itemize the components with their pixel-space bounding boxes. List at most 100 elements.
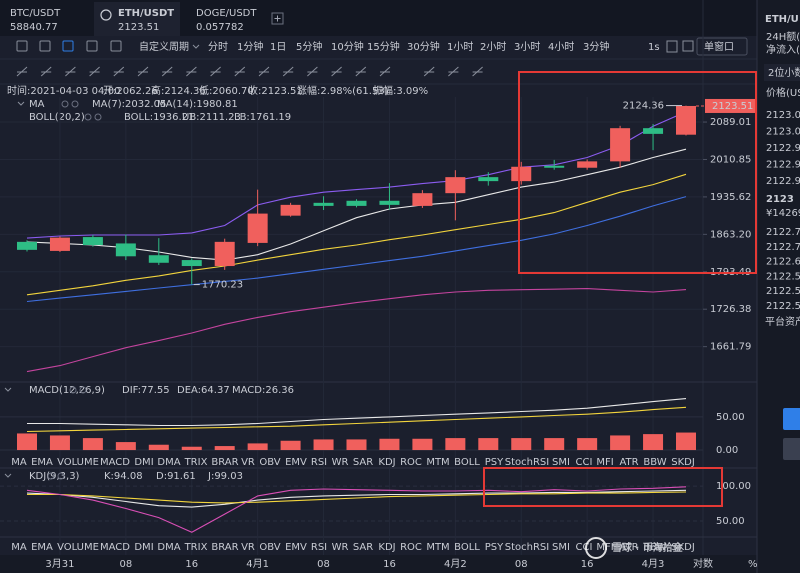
indicator-tab[interactable]: SMI [552, 457, 570, 468]
indicator-tab[interactable]: RSI [311, 542, 327, 553]
indicator-tab[interactable]: BRAR [211, 457, 238, 468]
period-button[interactable]: 15分钟 [367, 40, 400, 53]
toolbar-icon[interactable] [62, 40, 74, 52]
indicator-tab[interactable]: BOLL [454, 457, 480, 468]
indicator-tab[interactable]: VR [241, 542, 255, 553]
period-button[interactable]: 3小时 [514, 41, 540, 53]
draw-tool-icon[interactable] [40, 66, 52, 77]
precision-box[interactable] [764, 64, 800, 81]
speed-setting[interactable]: 1s [648, 42, 660, 53]
draw-tool-icon[interactable] [65, 66, 76, 77]
indicator-tab[interactable]: WR [332, 457, 349, 468]
indicator-tab[interactable]: StochRSI [505, 457, 549, 468]
indicator-tab[interactable]: EMA [31, 542, 53, 553]
indicator-tab[interactable]: VR [241, 457, 255, 468]
draw-tool-icon[interactable] [113, 66, 125, 77]
indicator-tab[interactable]: KDJ [378, 542, 395, 553]
indicator-tab[interactable]: SKDJ [671, 457, 695, 468]
period-button[interactable]: 1日 [270, 42, 286, 53]
indicator-tab[interactable]: WR [332, 542, 349, 553]
draw-tool-icon[interactable] [282, 66, 294, 77]
legend-icon[interactable] [47, 472, 55, 480]
indicator-tab[interactable]: EMA [31, 457, 53, 468]
add-tab[interactable] [271, 12, 284, 25]
period-button[interactable]: 4小时 [548, 41, 574, 53]
indicator-tab[interactable]: SAR [353, 457, 373, 468]
legend-icon[interactable] [71, 100, 79, 108]
side-precision[interactable]: 2位小数 [768, 66, 800, 79]
legend-icon[interactable] [57, 472, 65, 480]
indicator-tab[interactable]: BRAR [211, 542, 238, 553]
indicator-tab[interactable]: PSY [485, 542, 504, 553]
tab-pair[interactable]: DOGE/USDT [196, 8, 257, 19]
indicator-tab[interactable]: MA [11, 457, 27, 468]
indicator-tab[interactable]: ROC [400, 542, 422, 553]
legend-icon[interactable] [79, 386, 87, 394]
draw-tool-icon[interactable] [331, 66, 342, 77]
indicator-tab[interactable]: DMA [157, 542, 180, 553]
draw-tool-icon[interactable] [210, 66, 221, 77]
indicator-tab[interactable]: MA [11, 542, 27, 553]
draw-tool-icon[interactable] [137, 66, 149, 77]
indicator-tab[interactable]: KDJ [378, 457, 395, 468]
indicator-tab[interactable]: StochRSI [505, 542, 549, 553]
legend-icon[interactable] [84, 113, 92, 121]
legend-icon[interactable] [69, 386, 77, 394]
axis-option[interactable]: 对数 [693, 557, 713, 570]
period-button[interactable]: 10分钟 [331, 40, 364, 53]
draw-tool-icon[interactable] [448, 66, 459, 77]
draw-tool-icon[interactable] [472, 66, 483, 77]
draw-tool-icon[interactable] [89, 66, 100, 77]
indicator-tab[interactable]: BBW [643, 542, 666, 553]
indicator-tab[interactable]: SKDJ [671, 542, 695, 553]
indicator-tab[interactable]: SAR [353, 542, 373, 553]
indicator-tab[interactable]: CCI [576, 542, 593, 553]
custom-period[interactable]: 自定义周期 [139, 40, 189, 53]
draw-tool-icon[interactable] [186, 66, 197, 77]
draw-tool-icon[interactable] [307, 66, 318, 77]
axis-option[interactable]: % [748, 559, 758, 570]
indicator-tab[interactable]: TRIX [184, 542, 208, 553]
indicator-tab[interactable]: OBV [259, 457, 280, 468]
tab-pair[interactable]: BTC/USDT [10, 8, 61, 19]
indicator-tab[interactable]: MTM [426, 542, 449, 553]
draw-tool-icon[interactable] [258, 66, 270, 77]
toolbar-icon[interactable] [86, 40, 98, 52]
period-button[interactable]: 分时 [208, 41, 228, 53]
indicator-tab[interactable]: TRIX [184, 457, 208, 468]
indicator-tab[interactable]: ROC [400, 457, 422, 468]
indicator-tab[interactable]: MTM [426, 457, 449, 468]
indicator-tab[interactable]: MACD [100, 457, 130, 468]
draw-tool-icon[interactable] [234, 66, 246, 77]
indicator-tab[interactable]: BOLL [454, 542, 480, 553]
fullscreen-icon[interactable] [682, 40, 694, 52]
window-select[interactable]: 单窗口 [704, 40, 734, 53]
period-button[interactable]: 2小时 [480, 41, 506, 53]
indicator-tab[interactable]: CCI [576, 457, 593, 468]
draw-tool-icon[interactable] [379, 66, 391, 77]
indicator-tab[interactable]: MFI [596, 457, 613, 468]
indicator-tab[interactable]: BBW [643, 457, 666, 468]
indicator-tab[interactable]: VOLUME [57, 542, 99, 553]
window-button[interactable] [696, 37, 748, 56]
toolbar-icon[interactable] [110, 40, 122, 52]
settings-icon[interactable] [666, 40, 678, 53]
add-tab-box[interactable] [271, 12, 284, 25]
indicator-tab[interactable]: DMI [134, 542, 153, 553]
buy-button[interactable] [783, 408, 800, 430]
draw-tool-icon[interactable] [355, 66, 367, 77]
indicator-tab[interactable]: ATR [619, 457, 638, 468]
indicator-tab[interactable]: MACD [100, 542, 130, 553]
indicator-tab[interactable]: EMV [285, 542, 307, 553]
tab-pair[interactable]: ETH/USDT [118, 8, 174, 19]
indicator-tab[interactable]: SMI [552, 542, 570, 553]
draw-tool-icon[interactable] [161, 66, 173, 77]
draw-tool-icon[interactable] [423, 66, 435, 77]
indicator-tab[interactable]: DMA [157, 457, 180, 468]
indicator-tab[interactable]: ATR [619, 542, 638, 553]
toolbar-icon[interactable] [39, 40, 51, 52]
indicator-tab[interactable]: VOLUME [57, 457, 99, 468]
draw-tool-icon[interactable] [16, 66, 28, 77]
sell-button[interactable] [783, 438, 800, 460]
period-button[interactable]: 1小时 [447, 41, 473, 53]
